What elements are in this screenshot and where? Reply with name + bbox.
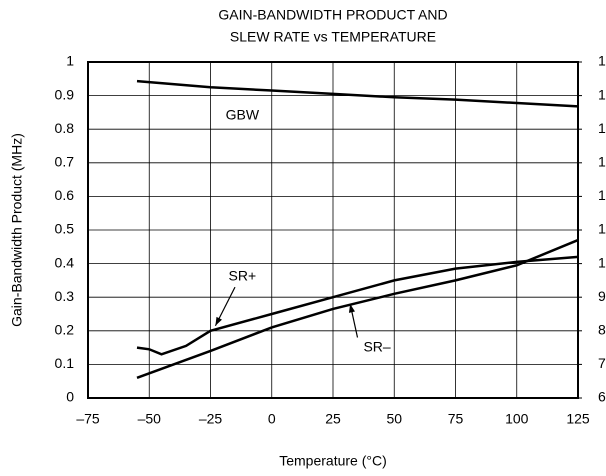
y2-tick-label: 8 [598, 322, 606, 338]
y-tick-label: 0.9 [55, 86, 75, 102]
series-label: GBW [226, 106, 260, 122]
chart-title: SLEW RATE vs TEMPERATURE [230, 29, 436, 45]
x-tick-label: –50 [138, 411, 162, 427]
x-tick-label: –25 [199, 411, 223, 427]
x-tick-label: 25 [325, 411, 341, 427]
plot-frame [87, 61, 579, 399]
series-label: SR+ [229, 268, 257, 284]
series-line [136, 255, 579, 356]
y-tick-label: 0.3 [55, 288, 75, 304]
y-tick-label: 0 [66, 389, 74, 405]
y-tick-label: 0.1 [55, 355, 75, 371]
x-tick-label: 0 [268, 411, 276, 427]
arrow-head [348, 303, 355, 313]
y-tick-label: 0.6 [55, 187, 75, 203]
series-label: SR– [363, 338, 390, 354]
y-tick-label: 0.2 [55, 322, 75, 338]
y2-tick-label: 6 [598, 389, 606, 405]
y2-tick-label: 10 [598, 254, 606, 270]
y-tick-label: 1 [66, 53, 74, 69]
y2-tick-label: 11 [598, 221, 606, 237]
y2-tick-label: 13 [598, 154, 606, 170]
y2-tick-label: 9 [598, 288, 606, 304]
x-tick-label: 50 [386, 411, 402, 427]
y2-tick-label: 7 [598, 355, 606, 371]
series-line [136, 238, 579, 380]
y-tick-label: 0.7 [55, 154, 75, 170]
arrow-head [215, 316, 222, 326]
series-line [136, 79, 579, 108]
y2-tick-label: 12 [598, 187, 606, 203]
y-axis-label: Gain-Bandwidth Product (MHz) [9, 133, 25, 327]
x-tick-label: 75 [448, 411, 464, 427]
x-axis-label: Temperature (°C) [279, 453, 387, 469]
x-tick-label: 125 [566, 411, 590, 427]
x-tick-label: –75 [76, 411, 100, 427]
y2-tick-label: 15 [598, 86, 606, 102]
y-tick-label: 0.4 [55, 254, 75, 270]
y-tick-label: 0.5 [55, 221, 75, 237]
chart-title: GAIN-BANDWIDTH PRODUCT AND [218, 7, 447, 23]
x-tick-label: 100 [505, 411, 529, 427]
y2-tick-label: 16 [598, 53, 606, 69]
y-tick-label: 0.8 [55, 120, 75, 136]
y2-tick-label: 14 [598, 120, 606, 136]
